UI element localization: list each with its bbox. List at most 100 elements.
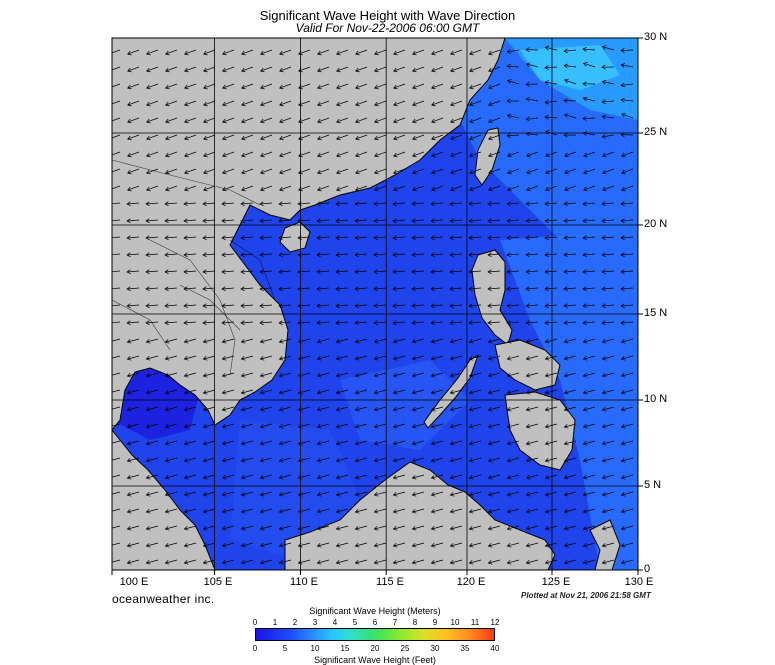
wave-arrow-head bbox=[240, 252, 245, 258]
lat-label-10: 10 N bbox=[644, 393, 668, 405]
wave-arrow-head bbox=[412, 135, 417, 141]
wave-arrow bbox=[112, 372, 121, 376]
wave-arrow-head bbox=[582, 355, 588, 361]
wave-arrow bbox=[583, 508, 596, 513]
wave-arrow-head bbox=[449, 508, 455, 514]
wave-arrow-head bbox=[526, 169, 531, 175]
wave-arrow bbox=[184, 474, 197, 479]
wave-arrow-head bbox=[240, 389, 246, 395]
wave-arrow-head bbox=[297, 457, 303, 463]
wave-arrow-head bbox=[164, 218, 169, 224]
wave-arrow bbox=[526, 168, 539, 174]
wave-arrow-head bbox=[145, 235, 150, 241]
wave-arrow bbox=[583, 168, 596, 174]
wave-arrow bbox=[526, 151, 539, 157]
wave-arrow bbox=[112, 525, 121, 529]
wave-arrow bbox=[184, 423, 197, 428]
wave-arrow-head bbox=[184, 169, 189, 175]
wave-arrow bbox=[374, 100, 387, 106]
lon-label-100: 100 E bbox=[119, 576, 149, 588]
wave-arrow-head bbox=[297, 423, 303, 429]
wave-arrow-head bbox=[297, 542, 303, 548]
wave-arrow bbox=[259, 253, 273, 256]
wave-arrow-head bbox=[620, 389, 626, 395]
wave-arrow-head bbox=[259, 406, 265, 412]
wave-arrow bbox=[621, 83, 634, 86]
wave-arrow bbox=[127, 83, 140, 89]
wave-arrow-head bbox=[544, 286, 549, 292]
wave-arrow-head bbox=[468, 355, 474, 361]
wave-arrow-head bbox=[126, 423, 132, 429]
wave-arrow-head bbox=[316, 423, 322, 429]
wave-arrow-head bbox=[202, 338, 208, 344]
wave-arrow bbox=[203, 185, 216, 191]
wave-arrow-head bbox=[278, 372, 284, 378]
wave-arrow-head bbox=[620, 82, 625, 88]
wave-arrow-head bbox=[468, 474, 474, 480]
wave-arrow bbox=[374, 508, 387, 513]
wave-arrow-head bbox=[450, 50, 455, 56]
wave-arrow-head bbox=[563, 491, 569, 497]
wave-arrow-head bbox=[260, 84, 265, 90]
colorbar-meter-tick: 1 bbox=[272, 618, 278, 627]
wave-arrow bbox=[278, 321, 292, 324]
wave-arrow bbox=[164, 304, 178, 307]
wave-arrow-head bbox=[278, 542, 284, 548]
wave-arrow bbox=[145, 236, 159, 239]
wave-arrow bbox=[488, 542, 501, 547]
wave-arrow-head bbox=[146, 50, 151, 56]
colorbar-meter-tick: 12 bbox=[490, 618, 500, 627]
wave-arrow-head bbox=[450, 101, 455, 107]
wave-arrow bbox=[412, 508, 425, 513]
wave-arrow-head bbox=[336, 67, 341, 73]
wave-arrow bbox=[355, 185, 368, 191]
wave-arrow-head bbox=[355, 118, 360, 124]
wave-arrow bbox=[564, 389, 577, 394]
wave-arrow-head bbox=[146, 152, 151, 158]
wave-arrow-head bbox=[203, 67, 208, 73]
wave-arrow bbox=[545, 168, 558, 174]
plotted-timestamp: Plotted at Nov 21, 2006 21:58 GMT bbox=[521, 591, 651, 600]
wave-arrow-head bbox=[221, 269, 226, 275]
wave-arrow-head bbox=[316, 303, 321, 309]
wave-arrow-head bbox=[316, 389, 322, 395]
wave-arrow-head bbox=[317, 50, 322, 56]
wave-arrow bbox=[507, 114, 520, 119]
wave-arrow bbox=[525, 202, 539, 205]
wave-arrow-head bbox=[468, 525, 474, 531]
wave-arrow bbox=[317, 338, 330, 343]
wave-arrow-head bbox=[126, 286, 131, 292]
wave-arrow bbox=[468, 236, 482, 239]
wave-arrow-head bbox=[393, 169, 398, 175]
wave-arrow bbox=[165, 406, 178, 411]
wave-arrow-head bbox=[583, 152, 588, 158]
wave-arrow bbox=[602, 440, 615, 445]
wave-arrow bbox=[507, 168, 520, 174]
wave-arrow bbox=[374, 372, 387, 377]
wave-arrow bbox=[146, 440, 159, 445]
wave-arrow-head bbox=[487, 303, 492, 309]
wave-arrow bbox=[279, 117, 292, 123]
wave-arrow bbox=[488, 355, 501, 360]
wave-arrow bbox=[112, 270, 121, 273]
wave-arrow bbox=[545, 372, 558, 377]
wave-arrow bbox=[183, 202, 197, 205]
wave-arrow bbox=[506, 321, 520, 324]
wave-arrow-head bbox=[525, 542, 531, 548]
lon-label-105: 105 E bbox=[203, 576, 233, 588]
wave-arrow bbox=[412, 474, 425, 479]
wave-arrow bbox=[336, 508, 349, 513]
wave-arrow bbox=[222, 100, 235, 106]
wave-arrow bbox=[564, 474, 577, 479]
wave-arrow-head bbox=[602, 169, 607, 175]
wave-arrow bbox=[298, 66, 311, 72]
colorbar-feet-tick: 5 bbox=[282, 644, 288, 653]
wave-arrow bbox=[374, 185, 387, 191]
wave-arrow bbox=[393, 440, 406, 445]
wave-arrow-head bbox=[202, 303, 207, 309]
wave-arrow bbox=[488, 440, 501, 445]
wave-arrow bbox=[241, 372, 254, 377]
wave-arrow bbox=[165, 100, 178, 106]
wave-arrow-head bbox=[450, 67, 455, 73]
wave-arrow-head bbox=[582, 201, 587, 207]
